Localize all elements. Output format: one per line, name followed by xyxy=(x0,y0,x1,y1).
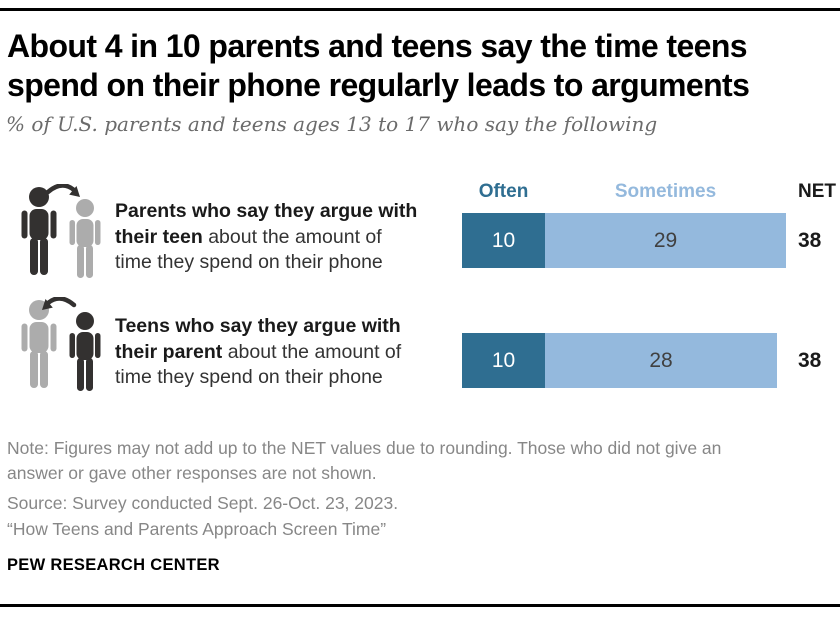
pew-research-center-wordmark: PEW RESEARCH CENTER xyxy=(7,556,220,574)
row-label-teens: Teens who say they argue with their pare… xyxy=(115,314,401,391)
legend-sometimes-label: Sometimes xyxy=(614,181,717,202)
top-divider xyxy=(0,8,840,11)
row1-line2-rest: about the amount of xyxy=(202,225,382,248)
parent-figure xyxy=(21,300,57,388)
argue-arrow-icon xyxy=(45,184,80,197)
bar-teens-often-value: 10 xyxy=(491,348,516,372)
net-value-parents: 38 xyxy=(798,229,822,252)
bar-teens-sometimes-value: 28 xyxy=(649,348,673,372)
bar-parents-often-segment: 10 xyxy=(462,213,545,268)
bottom-divider xyxy=(0,604,840,607)
row2-line2-bold: their parent xyxy=(115,340,223,363)
bar-teens: 10 28 xyxy=(462,333,777,388)
footnote: Note: Figures may not add up to the NET … xyxy=(7,436,721,542)
argue-arrow-icon xyxy=(42,297,77,310)
row1-line1: Parents who say they argue with xyxy=(115,200,418,222)
parent-to-teen-icon xyxy=(21,184,101,278)
net-value-teens: 38 xyxy=(798,349,822,372)
note-line-1: Note: Figures may not add up to the NET … xyxy=(7,438,722,458)
row2-line3: time they spend on their phone xyxy=(115,366,383,388)
note-line-2: answer or gave other responses are not s… xyxy=(7,463,377,484)
chart-subtitle: % of U.S. parents and teens ages 13 to 1… xyxy=(6,112,658,136)
report-title-quote: “How Teens and Parents Approach Screen T… xyxy=(7,518,387,539)
bar-parents-sometimes-value: 29 xyxy=(653,228,678,252)
bar-parents-often-value: 10 xyxy=(491,228,516,252)
bar-teens-often-segment: 10 xyxy=(462,333,545,388)
bar-parents: 10 29 xyxy=(462,213,786,268)
bar-teens-sometimes-segment: 28 xyxy=(545,333,777,388)
title-line-1: About 4 in 10 parents and teens say the … xyxy=(7,28,748,64)
teen-figure xyxy=(69,312,101,391)
title-line-2: spend on their phone regularly leads to … xyxy=(7,67,750,103)
legend-often-label: Often xyxy=(478,181,529,202)
source-line: Source: Survey conducted Sept. 26-Oct. 2… xyxy=(7,493,399,514)
legend-net-label: NET xyxy=(798,181,836,202)
parent-figure xyxy=(21,187,57,275)
page-title: About 4 in 10 parents and teens say the … xyxy=(7,27,750,105)
row2-line2-rest: about the amount of xyxy=(222,340,402,363)
row1-line3: time they spend on their phone xyxy=(115,251,383,273)
row-label-parents: Parents who say they argue with their te… xyxy=(115,199,417,276)
row1-line2-bold: their teen xyxy=(115,225,203,248)
bar-parents-sometimes-segment: 29 xyxy=(545,213,786,268)
teen-to-parent-icon xyxy=(21,297,101,391)
teen-figure xyxy=(69,199,101,278)
row2-line1: Teens who say they argue with xyxy=(115,315,401,337)
